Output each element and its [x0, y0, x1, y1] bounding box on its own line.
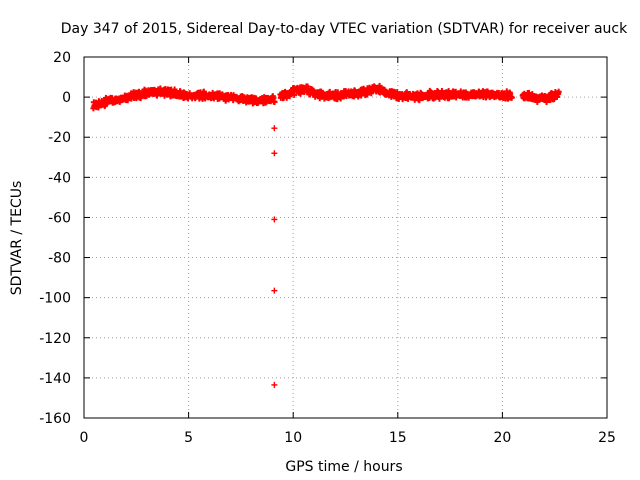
x-tick-label: 20 [493, 430, 511, 446]
y-tick-label: 20 [53, 50, 71, 66]
grid-layer [84, 57, 607, 418]
outlier-point [271, 150, 278, 157]
y-tick-label: -80 [48, 251, 71, 267]
outlier-point [271, 125, 278, 132]
outlier-point [271, 216, 278, 223]
data-layer [90, 82, 562, 388]
y-tick-label: -140 [39, 371, 71, 387]
data-point [508, 94, 515, 101]
chart-title: Day 347 of 2015, Sidereal Day-to-day VTE… [61, 21, 628, 37]
x-tick-label: 5 [184, 430, 193, 446]
x-tick-label: 0 [80, 430, 89, 446]
y-tick-label: -60 [48, 210, 71, 226]
outlier-point [271, 287, 278, 294]
ticks-layer: 0 5 10 15 20 25 20 0 -20 -40 -60 -80 -100 -120 -140 -16… [39, 50, 616, 446]
x-tick-label: 10 [284, 430, 302, 446]
y-tick-label: 0 [62, 90, 71, 106]
data-point [555, 88, 562, 95]
x-tick-label: 15 [389, 430, 407, 446]
y-tick-label: -20 [48, 130, 71, 146]
y-tick-label: -40 [48, 170, 71, 186]
y-axis-label: SDTVAR / TECUs [9, 181, 25, 296]
outlier-point [271, 381, 278, 388]
y-tick-label: -160 [39, 411, 71, 427]
y-tick-label: -120 [39, 331, 71, 347]
x-tick-label: 25 [598, 430, 616, 446]
x-axis-label: GPS time / hours [285, 459, 402, 475]
data-point [271, 98, 278, 105]
plot-frame [83, 56, 608, 419]
y-tick-label: -100 [39, 291, 71, 307]
